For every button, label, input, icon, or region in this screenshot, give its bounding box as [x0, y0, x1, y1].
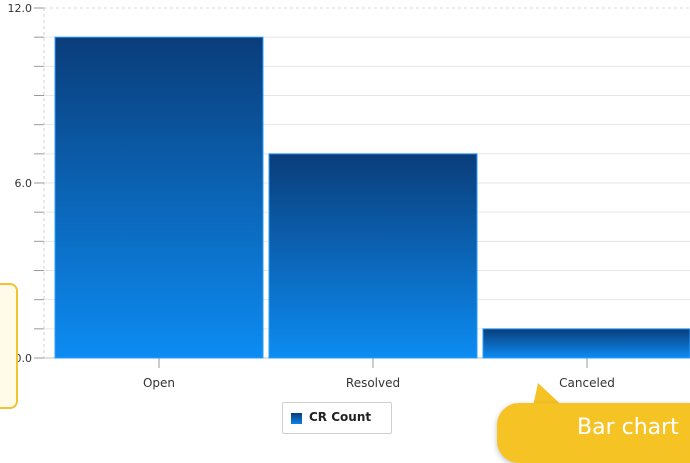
left-callout-frame [0, 283, 18, 409]
y-tick-label: 0.0 [15, 352, 33, 365]
bar-resolved [268, 153, 478, 359]
tooltip-callout: Bar chart [497, 403, 690, 463]
bar-chart: 0.0 6.0 12.0 Open Resolved Canceled [8, 2, 690, 390]
x-tick-label: Open [143, 376, 175, 390]
tooltip-text: Bar chart [577, 415, 679, 440]
axis-labels: 0.0 6.0 12.0 Open Resolved Canceled [8, 2, 615, 390]
y-tick-label: 6.0 [15, 177, 33, 190]
bars [54, 36, 690, 359]
y-tick-label: 12.0 [8, 2, 33, 15]
legend-label-cr-count: CR Count [309, 410, 372, 424]
legend[interactable]: CR Count [282, 402, 392, 434]
bar-canceled [482, 328, 690, 359]
x-tick-label: Canceled [559, 376, 615, 390]
x-tick-label: Resolved [346, 376, 400, 390]
legend-swatch [291, 413, 302, 424]
bar-open [54, 36, 264, 359]
